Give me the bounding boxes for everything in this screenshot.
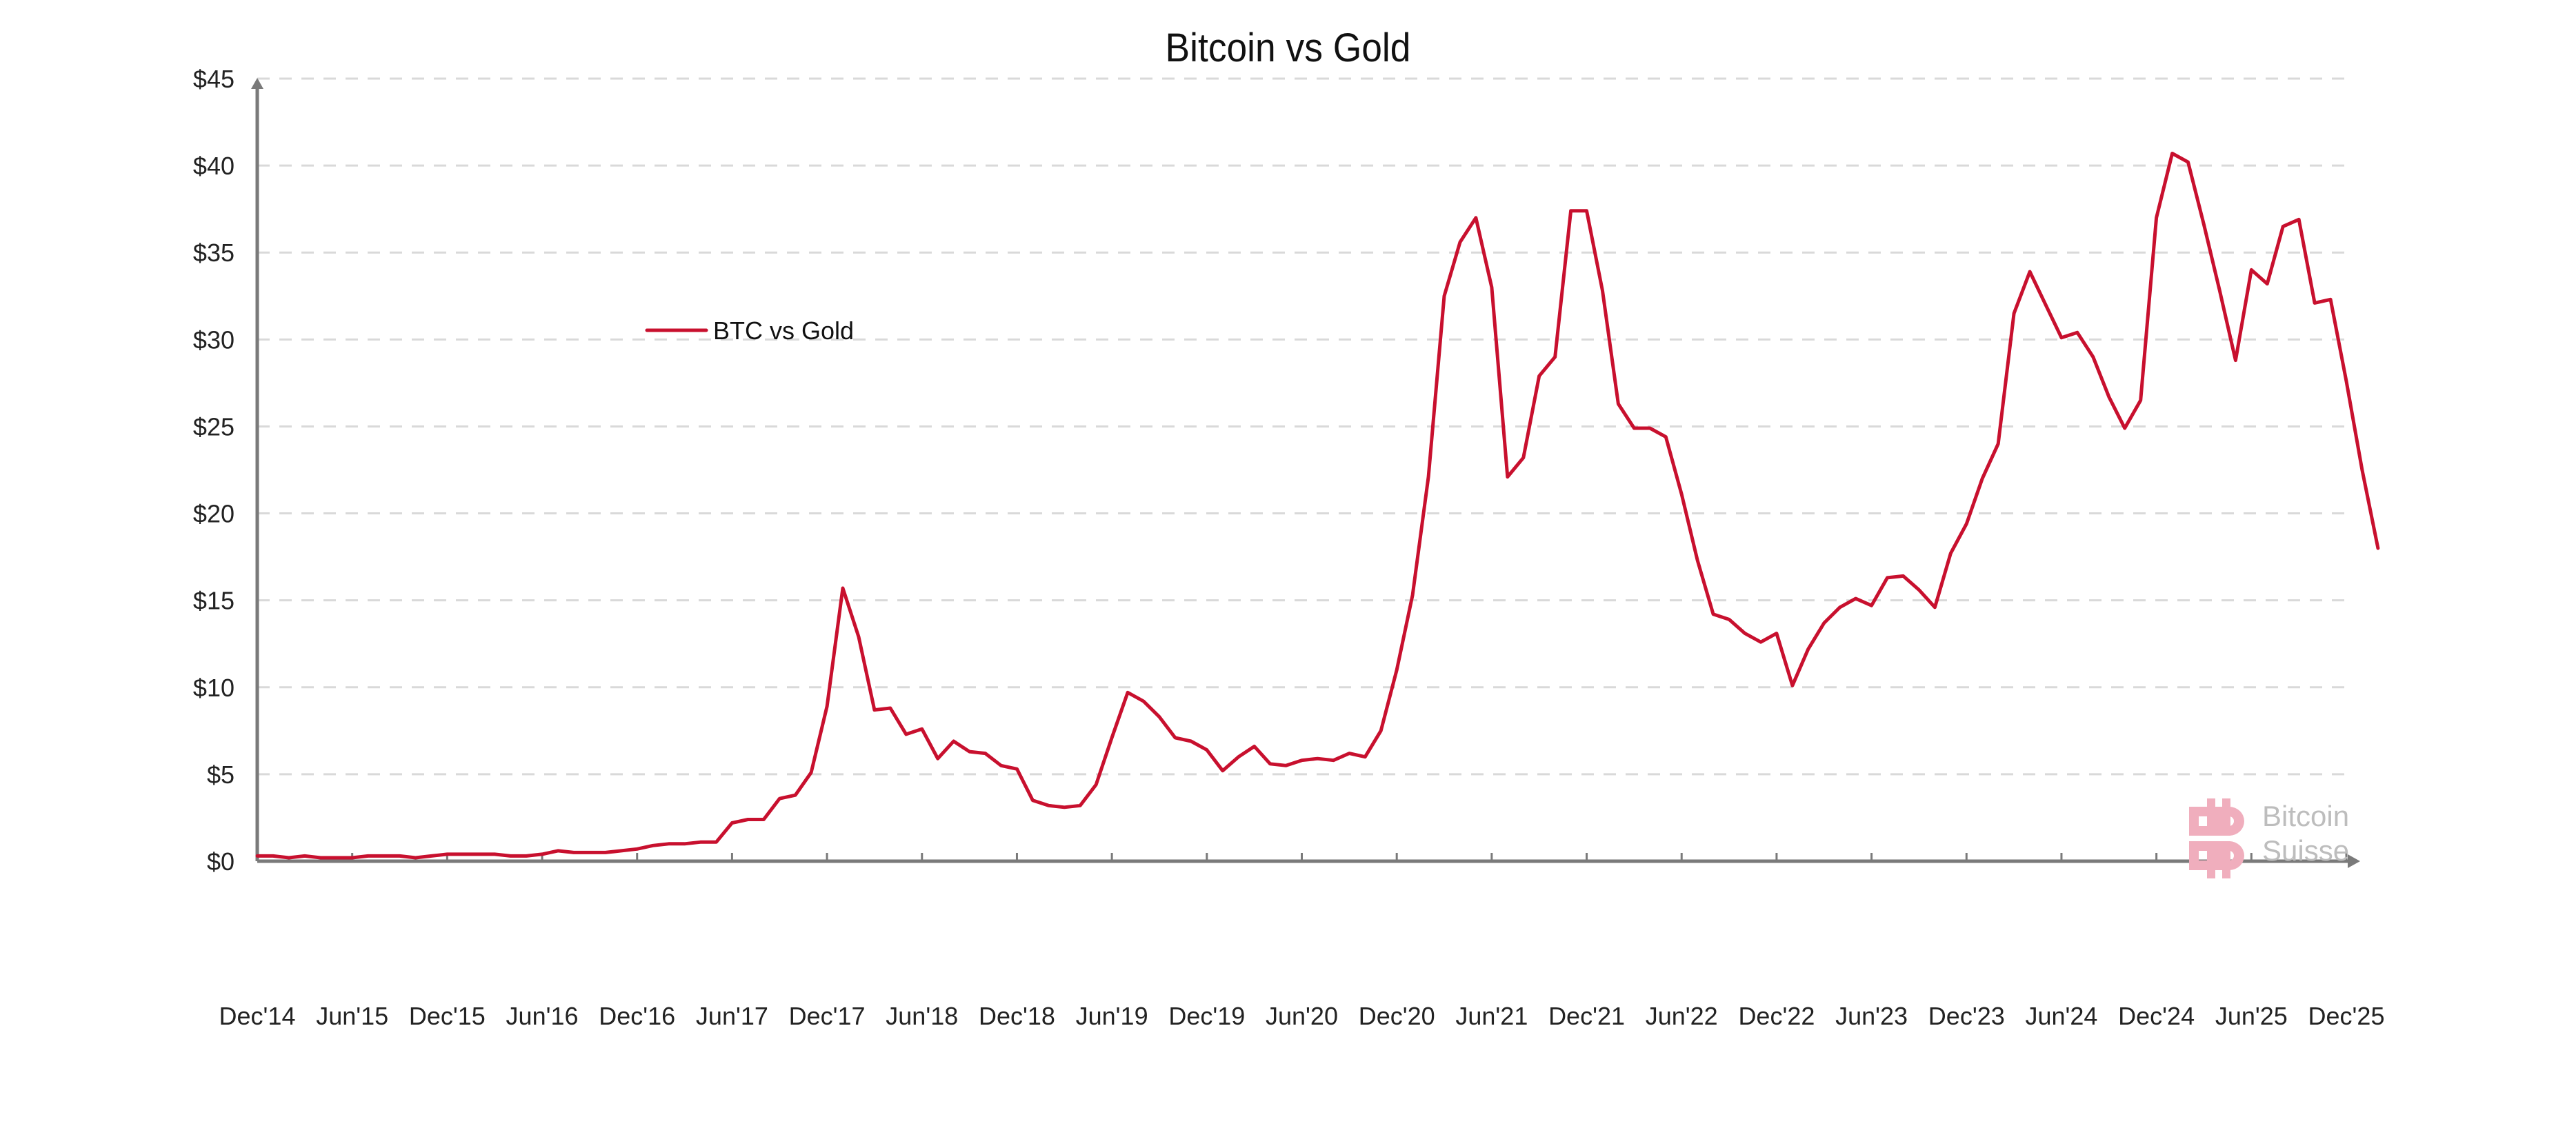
x-tick-label: Dec'17 [789,1002,866,1030]
bitcoin-suisse-watermark: Bitcoin Suisse [2189,798,2349,878]
x-tick-label: Dec'20 [1359,1002,1435,1030]
y-axis-tick-labels: $0 $5 $10 $15 $20 $25 $30 $35 $40 $45 [193,65,234,876]
y-tick-label: $0 [207,847,234,876]
x-tick-label: Dec'15 [409,1002,486,1030]
y-tick-label: $15 [193,587,234,615]
x-tick-label: Dec'16 [599,1002,675,1030]
x-tick-label: Jun'21 [1455,1002,1528,1030]
watermark-line1: Bitcoin [2262,800,2349,832]
y-tick-label: $25 [193,412,234,441]
y-tick-label: $5 [207,761,234,789]
chart-title: Bitcoin vs Gold [1165,26,1411,70]
x-tick-label: Jun'25 [2215,1002,2288,1030]
legend-label: BTC vs Gold [713,316,854,345]
x-tick-label: Jun'19 [1076,1002,1148,1030]
y-tick-label: $30 [193,325,234,354]
y-axis [251,78,263,861]
bitcoin-suisse-logo-icon [2189,798,2244,878]
y-axis-arrow-icon [251,78,263,89]
x-tick-label: Jun'20 [1266,1002,1338,1030]
x-tick-label: Dec'23 [1928,1002,2005,1030]
x-tick-label: Jun'24 [2025,1002,2097,1030]
x-tick-label: Dec'14 [219,1002,296,1030]
y-tick-label: $45 [193,65,234,93]
x-tick-label: Jun'15 [316,1002,388,1030]
legend: BTC vs Gold [645,316,854,345]
y-tick-label: $10 [193,674,234,702]
y-tick-label: $35 [193,239,234,267]
x-tick-label: Jun'17 [696,1002,768,1030]
y-tick-label: $20 [193,500,234,528]
x-tick-label: Dec'22 [1738,1002,1815,1030]
x-tick-label: Dec'21 [1548,1002,1625,1030]
x-tick-label: Dec'18 [979,1002,1055,1030]
x-axis-arrow-icon [2348,854,2360,868]
x-axis-tick-labels: Dec'14 Jun'15 Dec'15 Jun'16 Dec'16 Jun'17 Dec'… [219,1002,2385,1030]
y-tick-label: $40 [193,152,234,180]
watermark-line2: Suisse [2262,834,2349,867]
btc-vs-gold-line [255,152,2380,860]
x-tick-label: Jun'16 [506,1002,579,1030]
x-tick-label: Jun'23 [1835,1002,1908,1030]
gridlines [257,77,2353,776]
x-tick-label: Jun'22 [1646,1002,1718,1030]
x-tick-label: Dec'24 [2118,1002,2195,1030]
x-tick-label: Dec'19 [1168,1002,1245,1030]
x-tick-label: Dec'25 [2308,1002,2385,1030]
x-axis [257,853,2360,868]
x-tick-label: Jun'18 [886,1002,958,1030]
